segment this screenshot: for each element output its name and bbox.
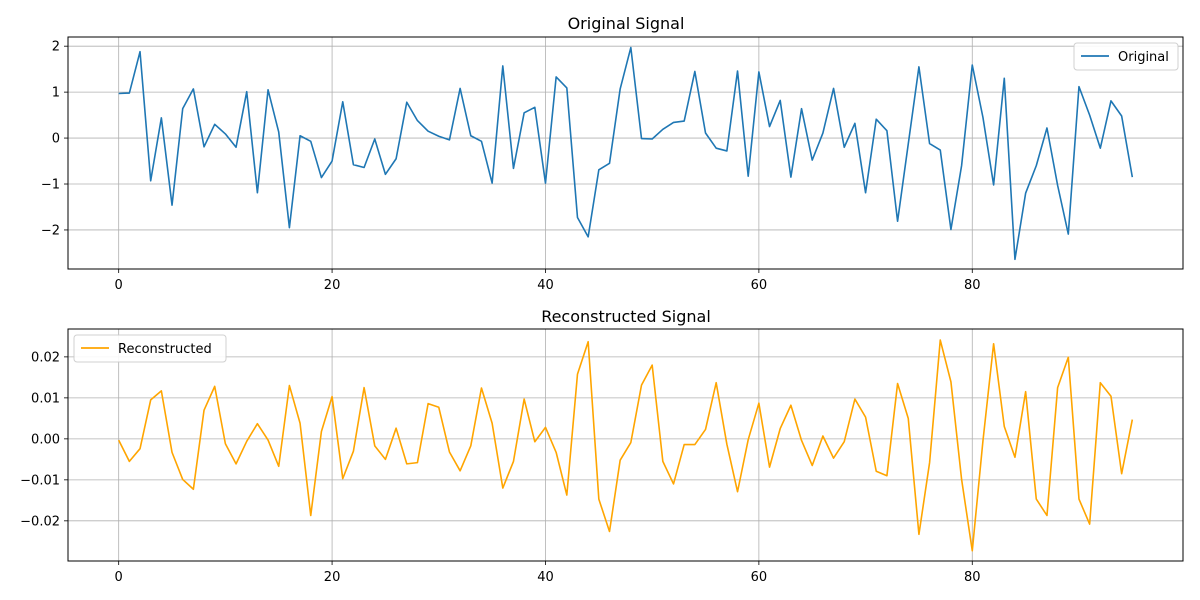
original-x-tick-label: 80: [964, 278, 981, 293]
original-axes-frame: [67, 36, 1184, 270]
reconstructed-axes-frame: [67, 328, 1184, 562]
original-legend-box: [1073, 42, 1179, 71]
original-ticks: 0 20 40 60 80 −2 −1 0 1 2: [41, 40, 981, 293]
reconstructed-x-tick-label: 60: [751, 570, 768, 585]
original-series-line: [118, 46, 1134, 261]
original-legend: Original: [1073, 42, 1179, 71]
reconstructed-y-tick-label: −0.02: [20, 514, 60, 529]
reconstructed-y-tick-label: 0.01: [31, 391, 60, 406]
reconstructed-y-tick-label: −0.01: [20, 473, 60, 488]
reconstructed-ticks: 0 20 40 60 80 −0.02 −0.01 0.00 0.01 0.02: [20, 350, 980, 585]
reconstructed-x-tick-label: 80: [964, 570, 981, 585]
reconstructed-legend-label: Reconstructed: [118, 342, 212, 357]
original-legend-label: Original: [1118, 50, 1169, 65]
reconstructed-series-line: [117, 339, 1134, 552]
reconstructed-grid: [68, 329, 1183, 561]
original-y-tick-label: 2: [52, 40, 60, 55]
original-signal-title: Original Signal: [568, 14, 685, 33]
original-signal-panel: Original Signal 0 20 40 60 80 −2 −1 0 1 2 Origina…: [41, 14, 1184, 293]
original-y-tick-label: 0: [52, 132, 60, 147]
reconstructed-signal-title: Reconstructed Signal: [541, 307, 711, 326]
original-x-tick-label: 40: [537, 278, 554, 293]
original-y-tick-label: 1: [52, 86, 60, 101]
reconstructed-signal-panel: Reconstructed Signal 0 20 40 60 80 −0.02 −0.01…: [20, 307, 1184, 585]
original-x-tick-label: 60: [751, 278, 768, 293]
original-y-tick-label: −2: [41, 223, 60, 238]
reconstructed-legend: Reconstructed: [73, 334, 227, 363]
original-grid: [68, 37, 1183, 269]
original-y-tick-label: −1: [41, 178, 60, 193]
reconstructed-x-tick-label: 40: [537, 570, 554, 585]
reconstructed-legend-box: [73, 334, 227, 363]
original-x-tick-label: 20: [324, 278, 341, 293]
reconstructed-x-tick-label: 20: [324, 570, 341, 585]
original-x-tick-label: 0: [115, 278, 123, 293]
reconstructed-y-tick-label: 0.00: [31, 432, 60, 447]
reconstructed-x-tick-label: 0: [115, 570, 123, 585]
reconstructed-y-tick-label: 0.02: [31, 350, 60, 365]
